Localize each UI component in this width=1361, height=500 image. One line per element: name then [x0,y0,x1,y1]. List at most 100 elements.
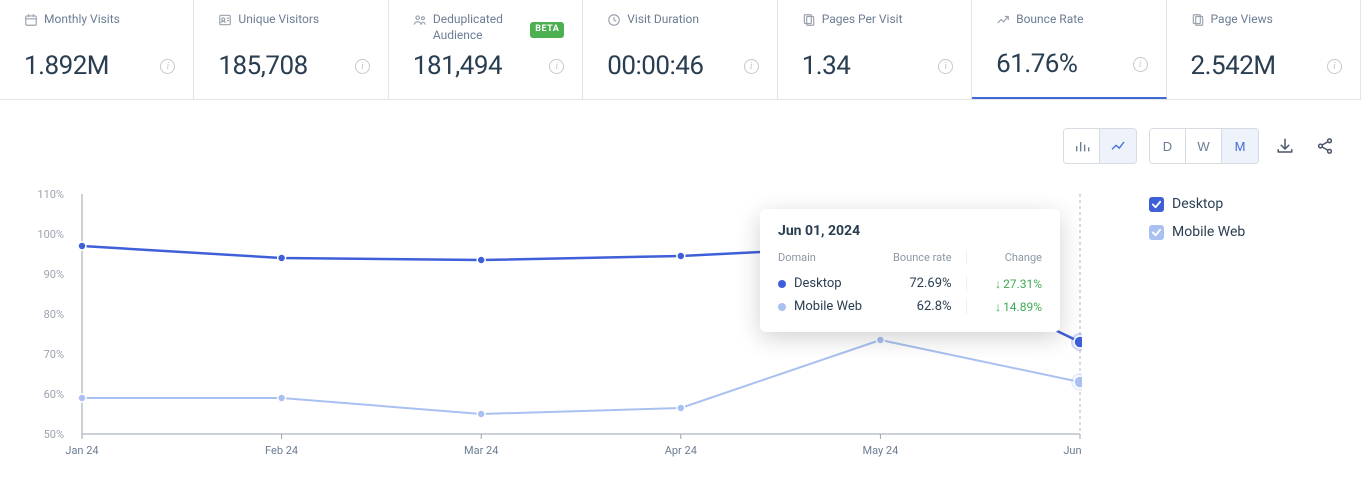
tooltip-row: Mobile Web 62.8% ↓14.89% [778,295,1042,318]
granularity-W-button[interactable]: W [1186,129,1222,163]
metric-value: 00:00:46 [607,51,703,81]
tooltip-row: Desktop 72.69% ↓27.31% [778,272,1042,295]
y-axis-label: 100% [37,228,64,241]
metric-card-pages_per_visit[interactable]: Pages Per Visit 1.34 i [778,0,972,99]
tooltip-header-rate: Bounce rate [876,251,966,264]
metric-header: Page Views [1191,12,1342,28]
metric-value: 1.34 [802,51,851,81]
chart-tooltip: Jun 01, 2024 Domain Bounce rate Change D… [760,209,1060,332]
tooltip-row-label: Mobile Web [778,299,876,314]
pages-icon [1191,13,1205,27]
metric-card-bounce_rate[interactable]: Bounce Rate 61.76% i [972,0,1166,99]
granularity-D-button[interactable]: D [1150,129,1186,163]
chart-type-line-button[interactable] [1100,129,1136,163]
series-marker[interactable] [876,336,884,344]
line-chart-icon [1110,138,1126,154]
download-icon [1276,137,1294,155]
controls-row: DWM [0,100,1361,164]
download-button[interactable] [1271,132,1299,160]
chart-type-group [1063,128,1137,164]
x-axis-label: Apr 24 [665,444,697,457]
metric-value-row: 2.542Mi [1191,51,1342,81]
series-marker[interactable] [78,394,86,402]
info-icon[interactable]: i [938,59,953,74]
tooltip-row-rate: 72.69% [876,276,966,291]
pages-icon [802,13,816,27]
info-icon[interactable]: i [744,59,759,74]
legend-panel: Desktop Mobile Web [1119,184,1339,466]
tooltip-row-change: ↓27.31% [967,277,1042,291]
metric-value-row: 00:00:46 i [607,51,758,81]
people-icon [413,13,427,27]
metric-header: Pages Per Visit [802,12,953,28]
tooltip-row-rate: 62.8% [876,299,966,314]
y-axis-label: 50% [44,428,64,441]
metric-value: 61.76% [996,49,1077,79]
tooltip-header-change: Change [967,251,1042,264]
share-button[interactable] [1311,132,1339,160]
metric-value-row: 61.76% i [996,49,1147,79]
series-marker[interactable] [78,242,86,250]
legend-checkbox[interactable] [1149,197,1164,212]
share-icon [1316,137,1334,155]
tooltip-date: Jun 01, 2024 [778,223,1042,239]
metric-header: Bounce Rate [996,12,1147,28]
metric-value: 185,708 [218,51,307,81]
metric-title: Monthly Visits [44,12,175,28]
x-axis-label: Feb 24 [265,444,298,457]
y-axis-label: 70% [44,348,64,361]
x-axis-label: Jun 24 [1063,444,1082,457]
metric-card-unique_visitors[interactable]: Unique Visitors 185,708 i [194,0,388,99]
metrics-row: Monthly Visits 1.892M i Unique Visitors 185,… [0,0,1361,100]
info-icon[interactable]: i [355,59,370,74]
series-marker[interactable] [477,410,485,418]
series-line [82,340,1080,414]
legend-item[interactable]: Mobile Web [1149,224,1339,240]
info-icon[interactable]: i [1133,57,1148,72]
y-axis-label: 110% [37,188,64,201]
metric-title: Visit Duration [627,12,758,28]
granularity-M-button[interactable]: M [1222,129,1258,163]
tooltip-dot [778,280,786,288]
arrow-down-icon: ↓ [995,300,1001,314]
metric-header: Visit Duration [607,12,758,28]
metric-card-monthly_visits[interactable]: Monthly Visits 1.892M i [0,0,194,99]
series-marker[interactable] [1074,336,1082,348]
chart-area: 50%60%70%80%90%100%110%Jan 24Feb 24Mar 2… [0,164,1361,486]
tooltip-header-domain: Domain [778,251,876,264]
metric-title: Deduplicated Audience [433,12,524,43]
metric-header: Deduplicated AudienceBETA [413,12,564,43]
metric-value: 1.892M [24,51,109,81]
bounce-icon [996,13,1010,27]
metric-card-visit_duration[interactable]: Visit Duration 00:00:46 i [583,0,777,99]
metric-value-row: 181,494i [413,51,564,81]
metric-title: Unique Visitors [238,12,369,28]
x-axis-label: Jan 24 [65,444,98,457]
metric-card-dedup_audience[interactable]: Deduplicated AudienceBETA 181,494i [389,0,583,99]
arrow-down-icon: ↓ [995,277,1001,291]
info-icon[interactable]: i [160,59,175,74]
series-marker[interactable] [1074,376,1082,388]
tooltip-headers: Domain Bounce rate Change [778,251,1042,272]
tooltip-row-label: Desktop [778,276,876,291]
series-marker[interactable] [677,252,685,260]
series-marker[interactable] [278,394,286,402]
series-marker[interactable] [677,404,685,412]
y-axis-label: 60% [44,388,64,401]
bar-chart-icon [1074,138,1090,154]
series-marker[interactable] [278,254,286,262]
chart-type-bar-button[interactable] [1064,129,1100,163]
metric-header: Unique Visitors [218,12,369,28]
metric-value-row: 185,708 i [218,51,369,81]
legend-checkbox[interactable] [1149,225,1164,240]
metric-card-page_views[interactable]: Page Views 2.542Mi [1167,0,1361,99]
tooltip-dot [778,303,786,311]
metric-value-row: 1.34 i [802,51,953,81]
tooltip-row-change: ↓14.89% [967,300,1042,314]
info-icon[interactable]: i [549,59,564,74]
legend-item[interactable]: Desktop [1149,196,1339,212]
metric-title: Page Views [1211,12,1342,28]
info-icon[interactable]: i [1327,59,1342,74]
series-marker[interactable] [477,256,485,264]
y-axis-label: 80% [44,308,64,321]
